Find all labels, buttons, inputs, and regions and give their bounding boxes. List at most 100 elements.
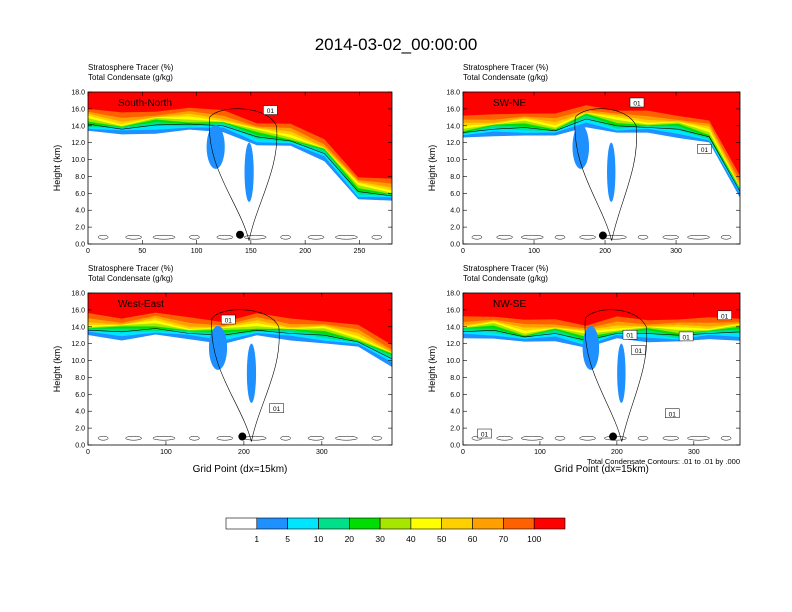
colorbar-swatch (472, 517, 504, 530)
contour-label-box (697, 144, 712, 154)
tracer-band (463, 92, 740, 103)
y-tick-label: 4.0 (75, 409, 85, 416)
y-tick-label: 0.0 (75, 443, 85, 450)
condensate-contour (720, 234, 732, 240)
x-tick-label: 100 (160, 449, 172, 456)
condensate-contour (335, 234, 358, 240)
x-tick-label: 300 (688, 449, 700, 456)
x-tick-label: 100 (191, 248, 203, 255)
plot-frame (87, 91, 393, 245)
condensate-contour (371, 435, 383, 441)
tracer-band (463, 92, 740, 176)
panel-header: Stratosphere Tracer (%) (88, 264, 174, 273)
condensate-contour (243, 234, 267, 240)
colorbar-swatch (256, 517, 288, 530)
panel-label: South-North (118, 98, 172, 109)
contour-label: 01 (225, 318, 233, 325)
condensate-contour (554, 435, 566, 441)
condensate-contour (335, 435, 358, 441)
colorbar-label: 30 (375, 534, 385, 544)
contour-label-box (631, 345, 646, 355)
condensate-contour (584, 309, 648, 442)
colorbar-swatch (441, 517, 473, 530)
condensate-contour (554, 234, 566, 240)
contour-label: 01 (273, 406, 281, 413)
contour-label-box (477, 428, 492, 439)
y-tick-label: 12.0 (71, 140, 85, 147)
x-tick-label: 300 (316, 449, 328, 456)
y-tick-label: 10.0 (71, 157, 85, 164)
tracer-band (88, 92, 392, 179)
location-marker (598, 231, 607, 240)
contour-label: 01 (635, 348, 643, 355)
y-axis-label: Height (km) (52, 346, 62, 393)
x-tick-label: 0 (461, 449, 465, 456)
x-tick-label: 50 (138, 248, 146, 255)
y-tick-label: 14.0 (71, 123, 85, 130)
colorbar-label: 20 (345, 534, 355, 544)
x-tick-label: 0 (461, 248, 465, 255)
y-tick-label: 2.0 (75, 426, 85, 433)
y-tick-label: 6.0 (450, 392, 460, 399)
condensate-contour (637, 234, 649, 240)
plot-area: 01 (88, 92, 392, 244)
tracer-band (88, 92, 392, 103)
condensate-contour (152, 234, 176, 240)
colorbar-swatch (379, 517, 412, 530)
location-marker (238, 432, 247, 441)
panel-4: 01 01 01 01 01 01 NW-SE Stratosphere Tracer (%)… (427, 264, 741, 475)
y-tick-label: 14.0 (446, 123, 460, 130)
condensate-contour (189, 234, 200, 240)
colorbar: 1 5 10 20 30 40 50 60 70 100 (225, 517, 566, 544)
y-tick-label: 2.0 (450, 426, 460, 433)
y-axis-label: Height (km) (427, 145, 437, 192)
y-tick-label: 14.0 (446, 324, 460, 331)
condensate-contour (687, 234, 710, 240)
contour-label-box (263, 105, 278, 115)
condensate-contour (97, 234, 109, 240)
contour-label: 01 (267, 108, 275, 115)
condensate-contour (579, 435, 596, 441)
colorbar-label: 1 (254, 534, 259, 544)
condensate-contour (307, 435, 325, 441)
condensate-contour (209, 108, 278, 241)
x-tick-label: 200 (611, 449, 623, 456)
contour-label-box (622, 329, 638, 340)
contour-label-box (629, 97, 645, 108)
plot-frame (462, 91, 741, 245)
tracer-intrusion (246, 343, 257, 403)
colorbar-swatch (287, 517, 319, 530)
colorbar-label: 70 (499, 534, 509, 544)
condensate-contour (521, 435, 544, 441)
condensate-contour (496, 435, 513, 441)
condensate-contour (280, 234, 291, 240)
condensate-contour (579, 234, 596, 240)
y-tick-label: 12.0 (446, 341, 460, 348)
y-tick-label: 0.0 (450, 242, 460, 249)
condensate-contour (97, 435, 109, 441)
x-tick-label: 100 (528, 248, 540, 255)
x-tick-label: 0 (86, 248, 90, 255)
condensate-contour (371, 234, 383, 240)
y-tick-label: 10.0 (71, 358, 85, 365)
tracer-band (88, 293, 392, 345)
contour-label: 01 (683, 334, 691, 341)
y-tick-label: 10.0 (446, 358, 460, 365)
colorbar-swatch (503, 517, 535, 530)
y-tick-label: 8.0 (75, 375, 85, 382)
y-axis-label: Height (km) (52, 145, 62, 192)
x-tick-label: 150 (245, 248, 257, 255)
condensate-contour (496, 234, 513, 240)
panel-header: Stratosphere Tracer (%) (88, 63, 174, 72)
contour-label-box (678, 331, 694, 342)
x-tick-label: 200 (238, 449, 250, 456)
colorbar-label: 40 (406, 534, 416, 544)
tracer-band (88, 293, 392, 304)
condensate-contour (125, 435, 142, 441)
condensate-contour (152, 435, 176, 441)
condensate-contour (463, 329, 740, 341)
colorbar-label: 10 (314, 534, 324, 544)
contour-label-box (221, 314, 236, 325)
